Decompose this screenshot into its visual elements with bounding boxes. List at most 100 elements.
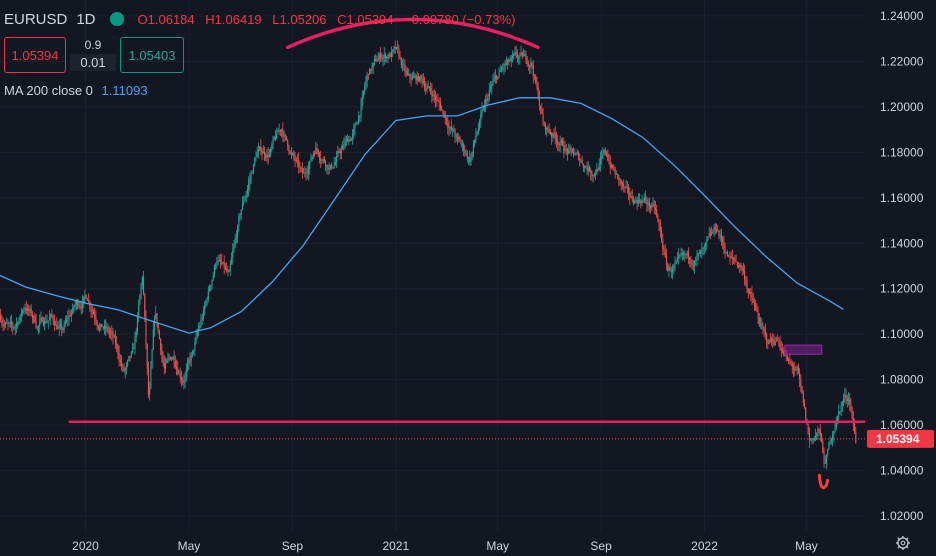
sell-button[interactable]: 1.05394 bbox=[4, 37, 66, 73]
candle-body bbox=[304, 172, 306, 174]
gear-icon[interactable] bbox=[896, 536, 910, 550]
candle-body bbox=[154, 317, 156, 330]
price-axis[interactable]: 1.24000 1.22000 1.20000 1.18000 1.16000 1.140… bbox=[880, 9, 924, 523]
candle-body bbox=[602, 153, 604, 156]
candle-body bbox=[788, 359, 790, 361]
candle-body bbox=[734, 258, 736, 261]
y-tick-label: 1.02000 bbox=[880, 509, 924, 523]
candle-body bbox=[723, 243, 725, 250]
time-axis[interactable]: 2020 May Sep 2021 May Sep 2022 May bbox=[72, 539, 818, 553]
candle-body bbox=[127, 360, 129, 365]
candle-body bbox=[478, 120, 481, 129]
top-arc[interactable] bbox=[285, 17, 540, 50]
candle-body bbox=[526, 59, 528, 64]
candle-body bbox=[603, 149, 605, 154]
candle-body bbox=[173, 356, 175, 362]
candle-body bbox=[430, 87, 432, 91]
candle-body bbox=[367, 74, 369, 76]
candle-body bbox=[828, 442, 830, 450]
candle-body bbox=[767, 341, 769, 345]
candle-body bbox=[23, 309, 25, 311]
candle-body bbox=[149, 387, 151, 395]
candle-body bbox=[139, 294, 141, 305]
buy-button[interactable]: 1.05403 bbox=[120, 37, 184, 73]
timeframe-label[interactable]: 1D bbox=[76, 10, 96, 28]
candle-body bbox=[697, 252, 699, 256]
candle-body bbox=[580, 160, 582, 162]
spread-display: 0.9 0.01 bbox=[70, 37, 116, 71]
candle-body bbox=[238, 217, 240, 227]
candle-body bbox=[50, 314, 52, 318]
candle-body bbox=[789, 360, 791, 362]
candle-body bbox=[471, 151, 473, 157]
candle-body bbox=[645, 197, 647, 201]
candle-body bbox=[525, 53, 527, 60]
candle-body bbox=[190, 355, 192, 361]
candle-body bbox=[485, 99, 487, 105]
candle-body bbox=[737, 265, 740, 267]
candle-body bbox=[841, 402, 843, 406]
candle-body bbox=[465, 153, 467, 155]
candle-body bbox=[193, 349, 195, 351]
low-value: L1.05206 bbox=[272, 11, 327, 27]
candle-body bbox=[442, 110, 444, 112]
candle-body bbox=[720, 234, 722, 239]
candle-body bbox=[683, 252, 685, 255]
candle-body bbox=[590, 170, 592, 174]
candle-body bbox=[366, 74, 368, 81]
indicator-legend[interactable]: MA 200 close 0 1.11093 bbox=[4, 83, 148, 98]
candle-body bbox=[621, 183, 624, 185]
candle-body bbox=[51, 314, 53, 317]
candle-body bbox=[763, 328, 765, 331]
candle-body bbox=[268, 154, 270, 157]
candle-body bbox=[40, 317, 42, 322]
candle-body bbox=[631, 196, 633, 200]
candle-body bbox=[823, 452, 825, 464]
candle-body bbox=[233, 244, 235, 252]
candle-body bbox=[551, 133, 553, 137]
candle-body bbox=[69, 315, 71, 317]
candle-body bbox=[511, 56, 514, 58]
candle-body bbox=[360, 105, 362, 116]
low-marker[interactable] bbox=[817, 473, 829, 490]
candle-body bbox=[1, 320, 3, 324]
candle-body bbox=[785, 355, 787, 357]
candle-body bbox=[24, 307, 26, 310]
candle-body bbox=[766, 334, 768, 342]
range-rectangle[interactable] bbox=[784, 344, 823, 355]
candle-body bbox=[704, 242, 707, 247]
candle-body bbox=[637, 199, 639, 204]
candle-body bbox=[437, 100, 439, 101]
change-value: −0.00780 (−0.73%) bbox=[404, 11, 516, 27]
candle-body bbox=[599, 159, 602, 165]
candle-body bbox=[188, 359, 190, 364]
candle-body bbox=[529, 64, 531, 67]
candle-body bbox=[273, 136, 275, 140]
candle-body bbox=[58, 326, 60, 329]
candle-body bbox=[719, 234, 721, 236]
candle-body bbox=[791, 363, 793, 367]
candle-body bbox=[775, 340, 777, 342]
candle-body bbox=[786, 355, 788, 360]
candle-body bbox=[527, 63, 529, 65]
candle-body bbox=[317, 149, 319, 154]
candle-body bbox=[237, 226, 239, 238]
candle-body bbox=[459, 138, 461, 143]
candle-body bbox=[380, 54, 382, 58]
candle-body bbox=[840, 405, 842, 412]
symbol-label[interactable]: EURUSD bbox=[4, 10, 68, 28]
candle-body bbox=[619, 179, 621, 181]
candle-body bbox=[454, 132, 456, 138]
candle-body bbox=[672, 268, 674, 273]
candle-body bbox=[419, 76, 421, 81]
candle-body bbox=[101, 323, 103, 327]
candle-body bbox=[298, 159, 300, 167]
market-status-icon bbox=[109, 12, 124, 26]
candle-body bbox=[257, 149, 259, 153]
drawings[interactable] bbox=[68, 17, 866, 490]
candle-body bbox=[174, 361, 176, 367]
candle-body bbox=[29, 308, 31, 311]
candle-body bbox=[351, 133, 354, 139]
candle-body bbox=[423, 83, 426, 89]
